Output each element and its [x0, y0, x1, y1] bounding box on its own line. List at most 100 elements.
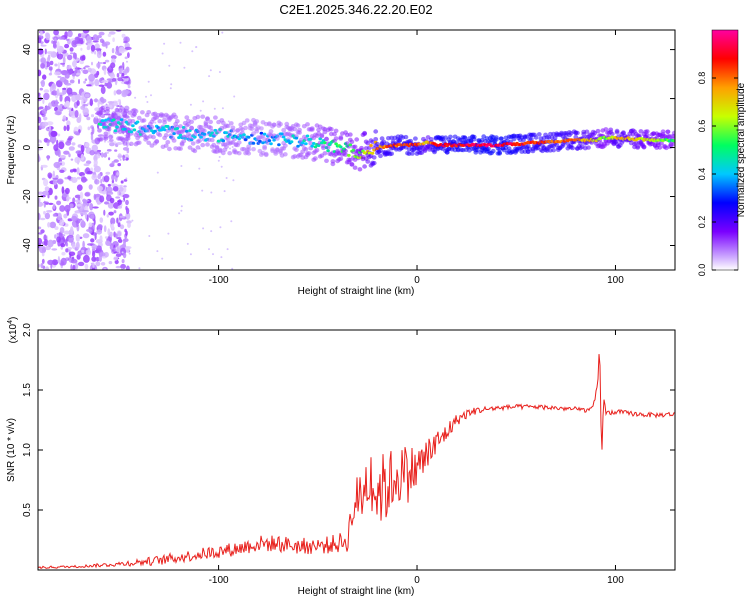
noise-speck — [119, 184, 123, 188]
noise-speck — [161, 52, 164, 55]
noise-speck — [221, 107, 224, 110]
noise-speck — [79, 113, 82, 121]
noise-speck — [161, 257, 164, 260]
noise-speck — [230, 220, 233, 223]
noise-speck — [90, 114, 95, 118]
noise-speck — [41, 108, 47, 115]
noise-speck — [93, 219, 96, 225]
noise-speck — [106, 214, 110, 218]
noise-speck — [100, 98, 107, 104]
ridge-point — [367, 151, 372, 155]
snr-series-line — [38, 354, 675, 569]
noise-speck — [96, 153, 101, 159]
noise-speck — [104, 59, 110, 63]
noise-speck — [120, 263, 126, 270]
noise-speck — [111, 179, 115, 184]
ridge-halo — [98, 137, 104, 142]
ridge-halo — [141, 118, 147, 123]
ridge-halo — [133, 109, 139, 114]
noise-speck — [114, 259, 119, 265]
ridge-point — [281, 135, 286, 139]
noise-speck — [105, 171, 111, 175]
x-tick-label: 0 — [414, 575, 420, 586]
noise-speck — [72, 264, 76, 270]
ridge-halo — [119, 106, 125, 111]
noise-speck — [91, 244, 98, 250]
noise-speck — [94, 179, 100, 185]
ridge-halo — [349, 162, 355, 167]
ridge-halo — [621, 130, 626, 135]
ridge-halo — [321, 145, 326, 151]
noise-speck — [94, 79, 100, 87]
noise-speck — [107, 33, 112, 37]
noise-speck — [61, 251, 66, 256]
ridge-halo — [584, 129, 590, 134]
noise-speck — [63, 213, 68, 219]
noise-speck — [82, 210, 89, 213]
noise-speck — [127, 222, 131, 228]
noise-speck — [76, 203, 82, 207]
noise-speck — [42, 116, 48, 121]
snr-line-layer — [38, 354, 675, 569]
noise-speck — [210, 230, 213, 233]
noise-speck — [70, 226, 74, 235]
ridge-halo — [347, 157, 353, 163]
ridge-halo — [220, 120, 226, 126]
noise-speck — [98, 255, 103, 262]
noise-speck — [217, 159, 220, 162]
noise-speck — [117, 222, 121, 228]
noise-speck — [102, 51, 107, 57]
ridge-halo — [428, 137, 434, 142]
noise-speck — [59, 94, 63, 102]
ridge-halo — [163, 133, 169, 138]
noise-speck — [71, 215, 78, 222]
ridge-halo — [660, 129, 666, 134]
ridge-halo — [228, 121, 234, 126]
ridge-halo — [230, 128, 236, 133]
ridge-point — [300, 141, 305, 145]
ridge-halo — [100, 113, 106, 119]
ridge-point — [153, 129, 157, 133]
noise-speck — [71, 94, 77, 103]
colorbar-gradient — [711, 29, 739, 271]
noise-speck — [167, 232, 170, 235]
noise-speck — [66, 198, 70, 202]
noise-speck — [121, 251, 124, 254]
noise-speck — [62, 115, 67, 122]
noise-speck — [99, 195, 105, 203]
ridge-halo — [292, 126, 298, 132]
ridge-halo — [282, 143, 288, 148]
ridge-point — [193, 135, 197, 139]
ridge-halo — [354, 137, 360, 142]
noise-speck — [52, 40, 57, 49]
ridge-halo — [174, 119, 180, 124]
noise-speck — [123, 186, 127, 193]
ridge-halo — [246, 151, 252, 156]
ridge-halo — [208, 119, 214, 125]
noise-speck — [73, 126, 79, 132]
noise-speck — [106, 149, 112, 152]
noise-speck — [38, 245, 45, 248]
noise-speck — [115, 233, 118, 239]
noise-speck — [81, 176, 87, 183]
noise-speck — [54, 195, 58, 200]
noise-speck — [88, 73, 95, 82]
ridge-halo — [671, 133, 675, 139]
noise-speck — [198, 167, 201, 170]
noise-speck — [112, 37, 115, 42]
noise-speck — [80, 218, 83, 221]
noise-speck — [116, 246, 120, 253]
noise-speck — [108, 261, 113, 265]
ridge-halo — [163, 143, 169, 148]
noise-speck — [89, 203, 94, 211]
ridge-halo — [359, 145, 364, 151]
noise-speck — [122, 147, 130, 151]
noise-speck — [209, 69, 212, 72]
noise-speck — [40, 62, 45, 69]
snr-y-scale-text: (x10 — [8, 323, 19, 343]
ridge-point — [370, 151, 375, 155]
noise-speck — [38, 237, 43, 245]
colorbar-label: Normalized spectral amplitude — [736, 82, 747, 217]
noise-speck — [179, 41, 182, 44]
noise-speck — [111, 58, 116, 64]
